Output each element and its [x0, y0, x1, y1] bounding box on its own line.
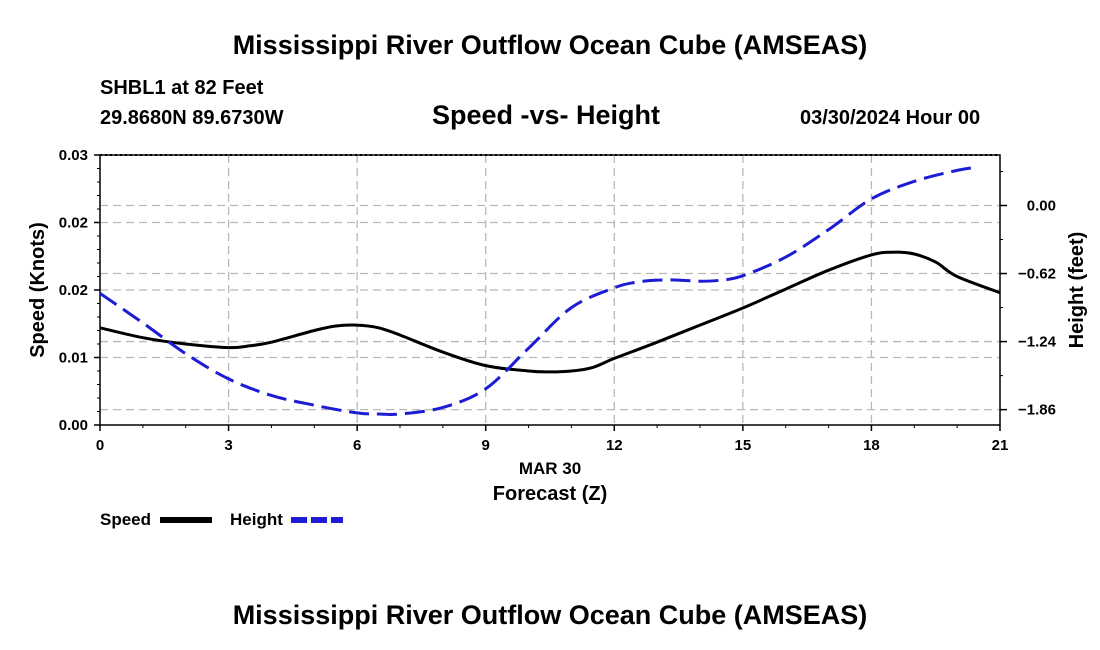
series-line-height	[99, 165, 979, 417]
x-axis-date-label: MAR 30	[519, 459, 581, 478]
axis-ticks	[94, 154, 1007, 431]
x-tick-label: 18	[863, 437, 880, 454]
x-tick-label: 12	[606, 437, 623, 454]
x-tick-label: 9	[482, 437, 490, 454]
y-left-tick-label: 0.02	[59, 215, 88, 232]
x-axis-title: Forecast (Z)	[493, 483, 607, 505]
y-right-tick-label: −1.86	[1018, 402, 1056, 419]
legend: Speed Height	[100, 510, 343, 529]
bottom-title: Mississippi River Outflow Ocean Cube (AM…	[232, 600, 868, 630]
grid	[100, 155, 1000, 425]
y-axis-left-title: Speed (Knots)	[27, 222, 49, 358]
series-layer	[99, 165, 1001, 417]
forecast-datetime: 03/30/2024 Hour 00	[800, 107, 981, 129]
series-line-speed	[99, 250, 1001, 374]
y-right-tick-label: −1.24	[1018, 334, 1057, 351]
coordinates-label: 29.8680N 89.6730W	[100, 107, 284, 129]
legend-speed-label: Speed	[100, 510, 151, 529]
y-left-tick-label: 0.01	[59, 350, 88, 367]
x-tick-label: 6	[353, 437, 361, 454]
x-tick-label: 0	[96, 437, 104, 454]
station-label: SHBL1 at 82 Feet	[100, 77, 264, 99]
x-tick-label: 21	[992, 437, 1009, 454]
y-left-tick-label: 0.00	[59, 417, 88, 434]
y-left-tick-label: 0.03	[59, 147, 88, 164]
y-axis-right-title: Height (feet)	[1066, 232, 1088, 349]
x-tick-label: 3	[224, 437, 232, 454]
main-title: Mississippi River Outflow Ocean Cube (AM…	[232, 30, 868, 60]
legend-height-label: Height	[230, 510, 283, 529]
chart-subtitle: Speed -vs- Height	[432, 100, 661, 130]
y-left-tick-label: 0.02	[59, 282, 88, 299]
y-right-tick-label: 0.00	[1027, 197, 1056, 214]
y-right-tick-label: −0.62	[1018, 266, 1056, 283]
axis-labels: 0 3 6 9 12 15 18 21 0.00 0.01 0.02 0.02 0.03 −1.86 −1.…	[59, 147, 1057, 454]
x-tick-label: 15	[735, 437, 752, 454]
